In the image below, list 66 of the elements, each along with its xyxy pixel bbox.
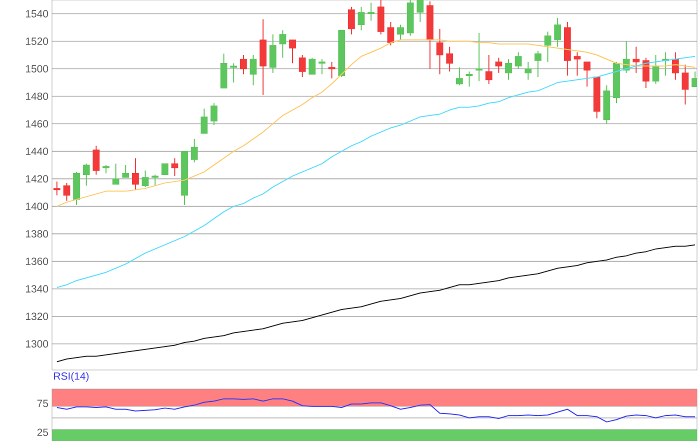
chart-title: RSI(14) <box>54 372 89 382</box>
candlestick <box>53 181 60 196</box>
candlestick <box>161 163 168 175</box>
candlestick <box>152 174 159 186</box>
y-tick-label: 1440 <box>26 148 48 156</box>
candlestick <box>269 34 276 74</box>
candlestick <box>652 54 660 84</box>
candlestick <box>230 62 238 84</box>
y-tick-label: 1360 <box>26 258 48 266</box>
candlestick <box>632 46 640 74</box>
candlestick <box>279 30 286 58</box>
y-tick-label: 1420 <box>26 175 48 183</box>
candlestick <box>368 2 375 22</box>
y-tick-label: 1400 <box>26 202 48 210</box>
candlestick <box>358 6 365 31</box>
candlestick <box>171 158 178 177</box>
candlestick <box>298 54 306 78</box>
candlestick <box>584 61 590 88</box>
candlestick <box>122 164 130 178</box>
y-tick-label: 1480 <box>26 92 48 100</box>
y-tick-label: 1500 <box>26 65 48 72</box>
candlestick <box>210 102 218 126</box>
y-tick-label: 1300 <box>26 340 48 348</box>
candlestick <box>476 32 482 82</box>
candlestick <box>446 46 454 72</box>
candlestick <box>328 61 336 79</box>
candlestick <box>240 54 247 75</box>
candlestick <box>514 52 522 70</box>
candlestick <box>485 54 492 84</box>
candlestick <box>250 54 257 86</box>
y-tick-label: 1460 <box>26 120 48 128</box>
candlestick <box>132 158 139 190</box>
candlestick <box>348 6 355 35</box>
candlestick <box>397 24 404 40</box>
candlestick <box>387 22 394 46</box>
y-tick-label: 1540 <box>26 10 48 18</box>
candlestick <box>534 50 542 78</box>
candlestick <box>682 64 689 106</box>
candlestick <box>190 138 198 163</box>
y-tick-label: 1380 <box>26 230 48 238</box>
y-tick-label: 1340 <box>26 285 48 293</box>
candlestick <box>505 58 512 80</box>
y-tick-label: 25 <box>37 428 48 436</box>
candlestick <box>416 0 424 22</box>
y-tick-label: 75 <box>37 400 48 408</box>
candlestick <box>82 163 90 186</box>
candlestick <box>554 17 562 48</box>
candlestick <box>544 31 552 62</box>
candlestick <box>642 57 650 89</box>
y-tick-label: 1320 <box>26 312 48 320</box>
candlestick <box>289 39 296 64</box>
candlestick <box>574 52 581 76</box>
candlestick <box>92 145 100 176</box>
candlestick <box>142 170 149 188</box>
candlestick <box>692 71 698 88</box>
candlestick <box>200 108 208 134</box>
y-tick-label: 1520 <box>26 38 48 45</box>
candlestick <box>524 61 532 80</box>
candlestick <box>318 58 326 75</box>
candlestick <box>495 57 502 74</box>
candlestick <box>466 71 473 88</box>
candlestick <box>112 163 120 185</box>
candlestick <box>456 66 463 86</box>
candlestick <box>308 57 316 75</box>
candlestick <box>436 28 444 75</box>
candlestick <box>63 182 70 202</box>
